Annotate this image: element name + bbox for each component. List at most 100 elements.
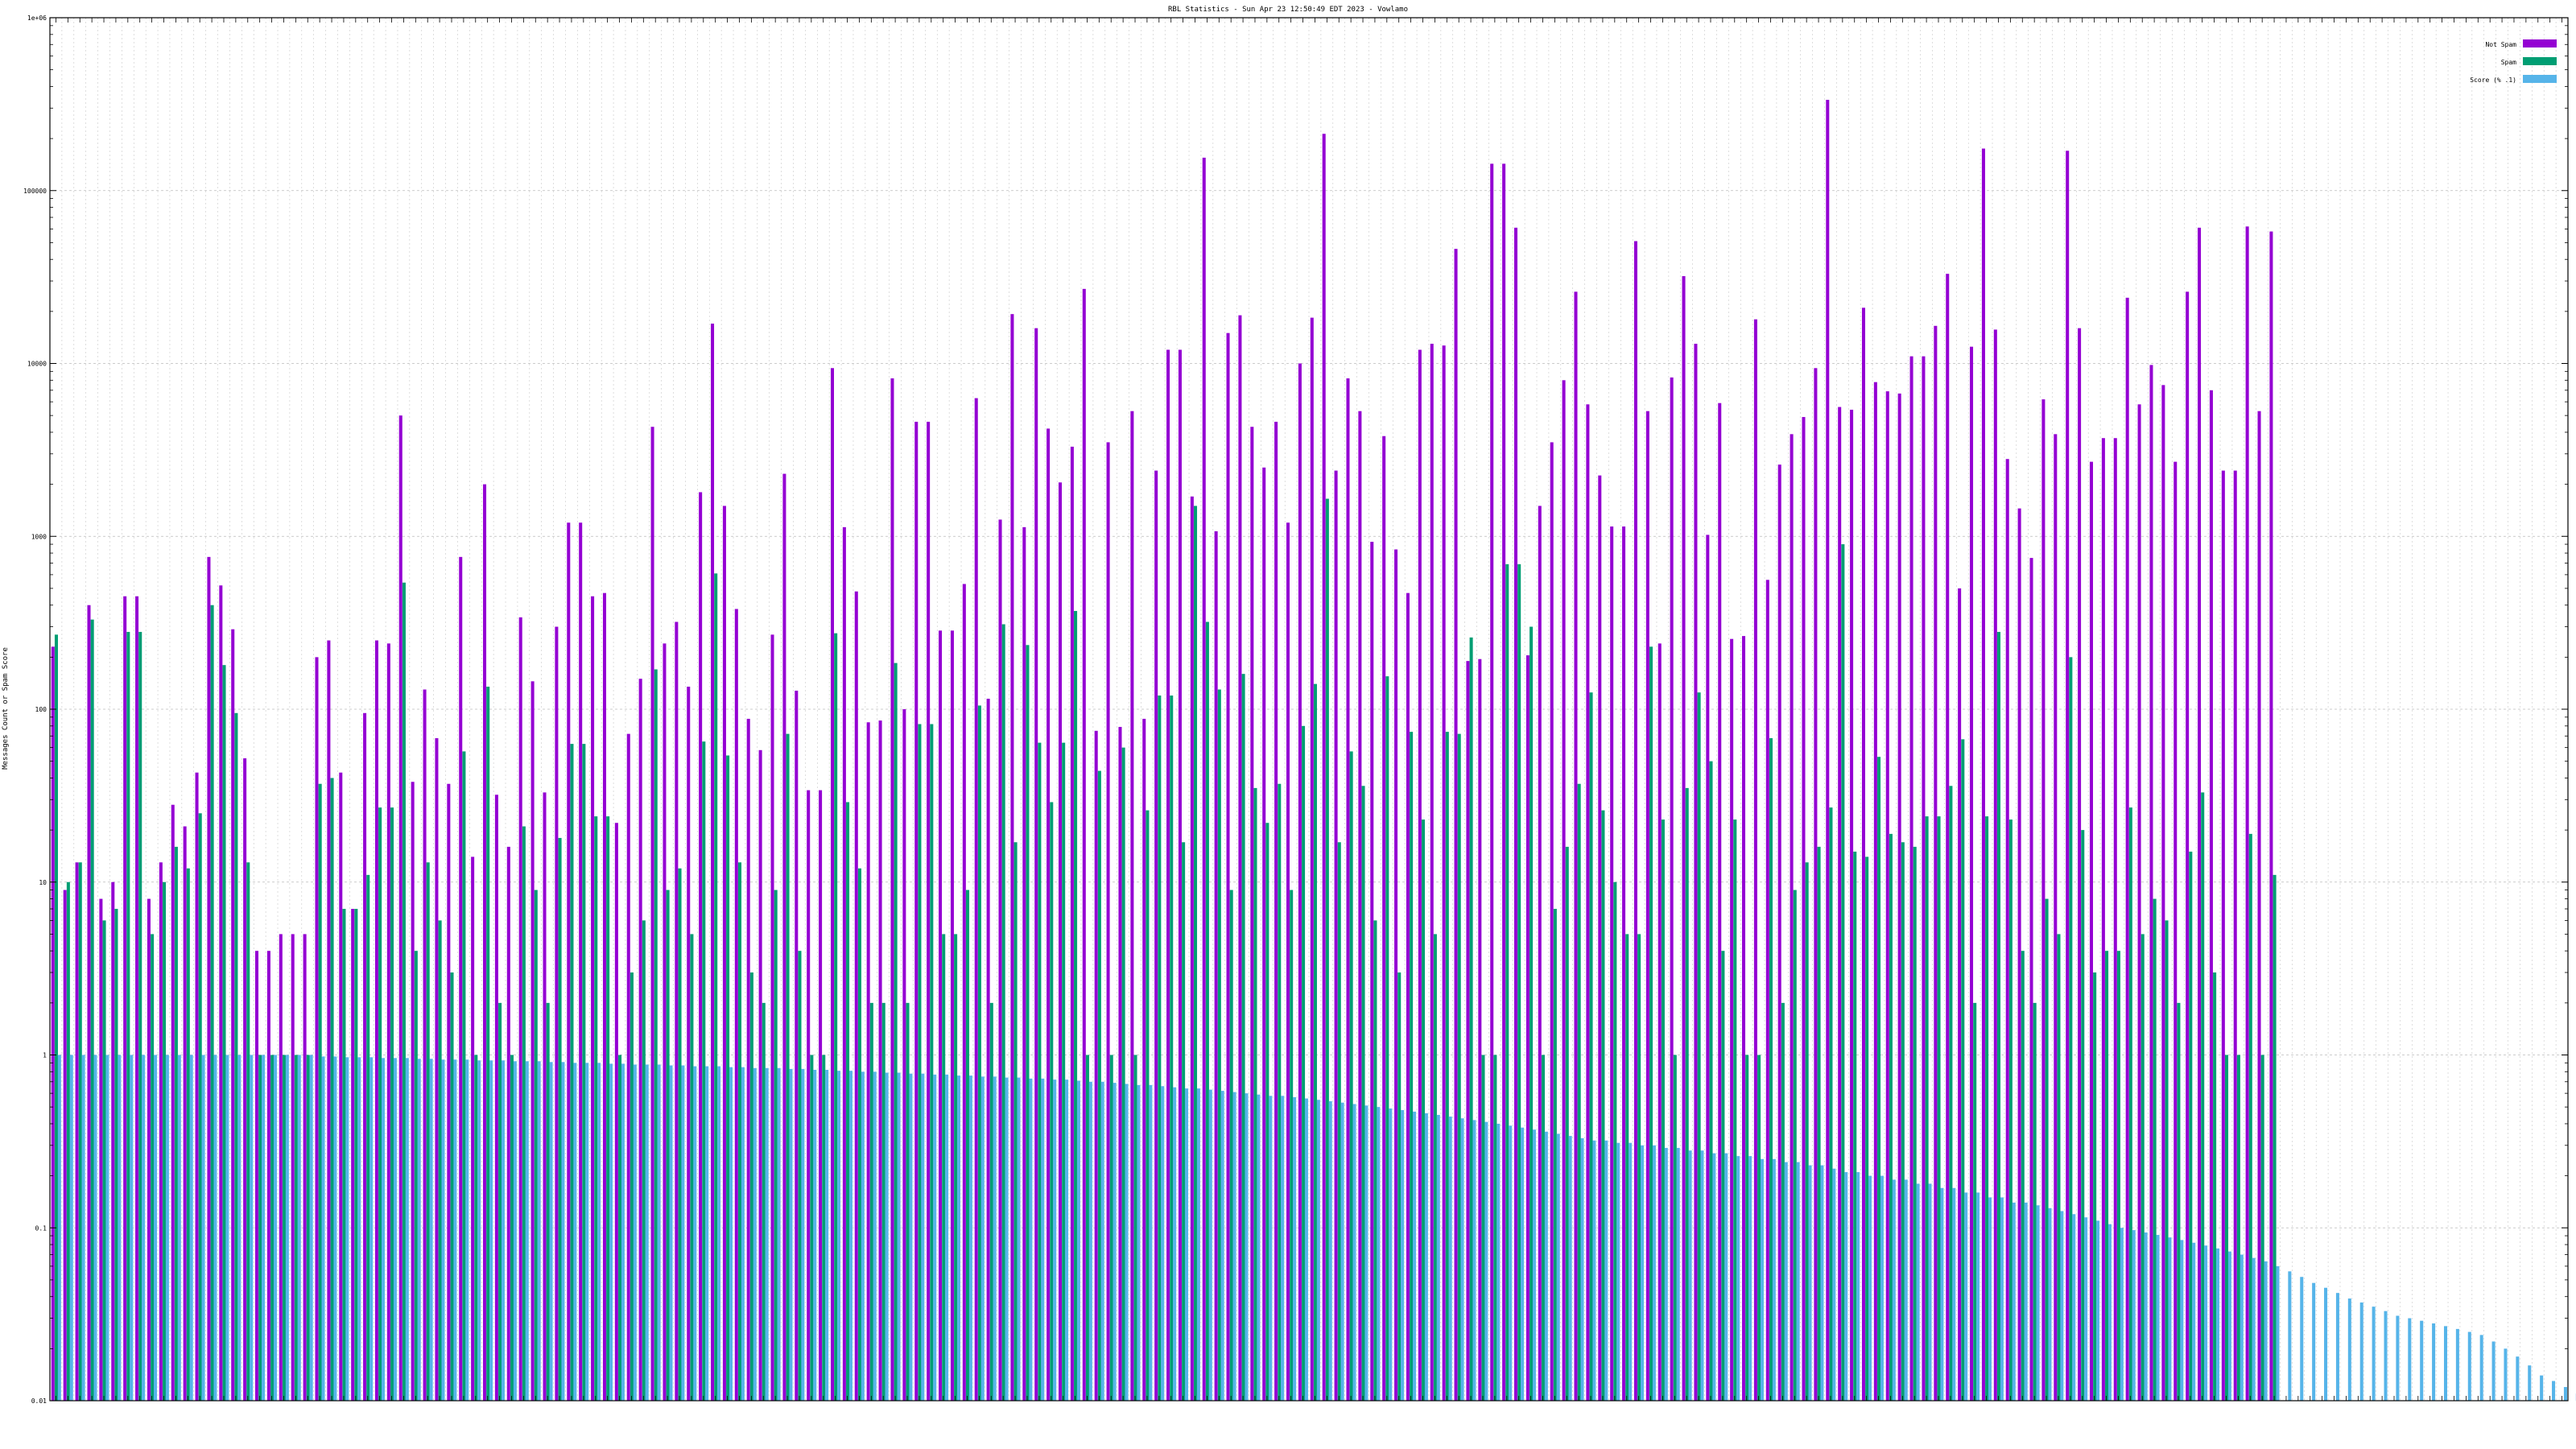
- bar-score: [2084, 1217, 2088, 1401]
- bar-spam: [965, 890, 970, 1401]
- bar-not-spam: [63, 890, 67, 1401]
- bar-spam: [930, 724, 934, 1401]
- bar-not-spam: [1022, 526, 1026, 1402]
- bar-score: [765, 1067, 769, 1401]
- bar-not-spam: [1790, 434, 1794, 1401]
- bar-spam: [1133, 1055, 1137, 1401]
- bar-not-spam: [2066, 151, 2070, 1401]
- bar-score: [848, 1071, 852, 1401]
- bar-spam: [1996, 631, 2001, 1401]
- bar-score: [717, 1066, 721, 1401]
- bar-spam: [894, 663, 898, 1401]
- bar-score: [741, 1067, 745, 1401]
- bar-spam: [1182, 842, 1186, 1401]
- bar-spam: [1937, 816, 1941, 1401]
- bar-not-spam: [2198, 227, 2202, 1402]
- bar-spam: [390, 807, 394, 1401]
- bar-not-spam: [2149, 365, 2153, 1402]
- bar-score: [513, 1061, 517, 1401]
- bar-score: [1005, 1077, 1009, 1401]
- bar-score: [297, 1055, 301, 1401]
- bar-score: [609, 1063, 613, 1401]
- bar-not-spam: [1814, 368, 1818, 1402]
- bar-score: [2443, 1326, 2448, 1401]
- bar-spam: [989, 1002, 993, 1401]
- bar-spam: [1757, 1055, 1761, 1401]
- bar-series-group: [51, 99, 2576, 1402]
- bar-score: [729, 1067, 733, 1401]
- bar-score: [633, 1064, 637, 1401]
- bar-spam: [1050, 802, 1054, 1401]
- bar-spam: [1673, 1055, 1677, 1401]
- bar-not-spam: [1586, 404, 1590, 1401]
- bar-score: [2144, 1232, 2148, 1401]
- bar-score: [2408, 1318, 2412, 1401]
- bar-spam: [1097, 770, 1101, 1401]
- bar-not-spam: [2029, 558, 2033, 1401]
- bar-spam: [438, 920, 442, 1401]
- bar-score: [2252, 1257, 2256, 1401]
- bar-score: [1760, 1158, 1764, 1401]
- bar-score: [105, 1055, 109, 1401]
- bar-score: [1316, 1100, 1320, 1401]
- bar-score: [2491, 1341, 2496, 1401]
- bar-spam: [1637, 934, 1641, 1401]
- bar-score: [1580, 1137, 1584, 1401]
- bar-not-spam: [1934, 325, 1938, 1402]
- bar-not-spam: [386, 643, 390, 1401]
- bar-spam: [163, 881, 167, 1401]
- bar-score: [1484, 1121, 1488, 1401]
- bar-spam: [222, 665, 226, 1401]
- bar-score: [2276, 1265, 2280, 1401]
- bar-score: [2359, 1302, 2363, 1401]
- bar-score: [2335, 1293, 2339, 1401]
- bar-spam: [498, 1002, 502, 1401]
- bar-score: [2264, 1261, 2268, 1401]
- bar-not-spam: [2054, 434, 2058, 1401]
- bar-spam: [186, 868, 190, 1401]
- bar-not-spam: [998, 519, 1002, 1401]
- bar-spam: [2177, 1002, 2181, 1401]
- bar-not-spam: [1633, 241, 1637, 1401]
- bar-score: [1041, 1078, 1045, 1401]
- bar-score: [1892, 1179, 1896, 1401]
- bar-spam: [258, 1055, 262, 1401]
- bar-score: [393, 1058, 397, 1401]
- bar-spam: [1493, 1055, 1497, 1401]
- bar-not-spam: [1885, 391, 1889, 1401]
- bar-not-spam: [2186, 291, 2190, 1401]
- bar-spam: [1290, 890, 1294, 1401]
- bar-spam: [774, 890, 778, 1401]
- bar-not-spam: [602, 592, 606, 1401]
- bar-not-spam: [195, 772, 199, 1401]
- bar-spam: [198, 813, 202, 1401]
- bar-score: [333, 1056, 337, 1401]
- bar-not-spam: [1742, 636, 1746, 1401]
- bar-spam: [1146, 810, 1150, 1401]
- bar-not-spam: [1070, 446, 1074, 1401]
- bar-not-spam: [2017, 508, 2021, 1401]
- bar-spam: [1194, 506, 1198, 1402]
- bar-not-spam: [1238, 315, 1242, 1401]
- bar-score: [489, 1060, 493, 1401]
- bar-not-spam: [663, 643, 667, 1401]
- bar-spam: [1817, 846, 1821, 1401]
- bar-not-spam: [1058, 482, 1063, 1402]
- bar-score: [165, 1055, 169, 1401]
- bar-spam: [1661, 819, 1665, 1401]
- bar-score: [357, 1057, 361, 1401]
- bar-spam: [2189, 851, 2193, 1401]
- bar-not-spam: [494, 795, 498, 1401]
- bar-score: [1352, 1104, 1356, 1401]
- bar-spam: [234, 712, 238, 1401]
- bar-spam: [510, 1055, 514, 1401]
- bar-spam: [1745, 1055, 1749, 1401]
- bar-spam: [918, 724, 922, 1401]
- bar-score: [2432, 1323, 2436, 1401]
- legend-swatch: [2523, 57, 2557, 65]
- bar-score: [1053, 1080, 1057, 1401]
- bar-not-spam: [1178, 349, 1182, 1401]
- bar-spam: [174, 846, 178, 1401]
- bar-not-spam: [315, 657, 319, 1401]
- bar-spam: [906, 1002, 910, 1401]
